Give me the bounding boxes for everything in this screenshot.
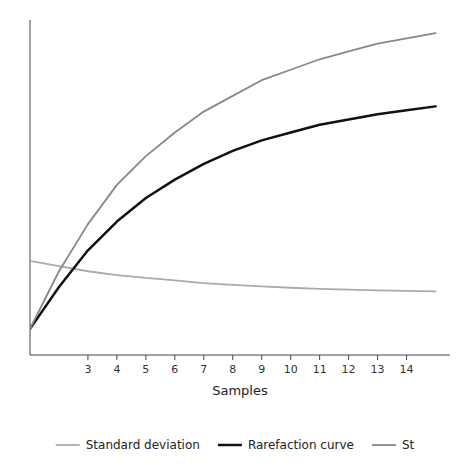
- x-tick: [406, 355, 407, 360]
- x-tick-label: 10: [284, 363, 298, 376]
- legend-label: St: [402, 438, 415, 452]
- x-tick: [319, 355, 320, 360]
- x-ticks: 3 4 5 6 7 8 9 10 11 12 13 14: [84, 355, 413, 376]
- x-tick: [203, 355, 204, 360]
- y-axis: [30, 20, 31, 355]
- x-tick-label: 5: [142, 363, 149, 376]
- series-line: [30, 33, 436, 329]
- legend: Standard deviation Rarefaction curve St: [56, 438, 415, 452]
- x-tick: [116, 355, 117, 360]
- x-tick: [232, 355, 233, 360]
- x-tick-label: 9: [258, 363, 265, 376]
- series-line: [30, 261, 436, 292]
- x-tick-label: 3: [84, 363, 91, 376]
- x-tick-label: 14: [400, 363, 414, 376]
- legend-item: Rarefaction curve: [218, 438, 354, 452]
- x-tick-label: 6: [171, 363, 178, 376]
- legend-swatch: [218, 444, 242, 447]
- x-tick: [290, 355, 291, 360]
- x-tick-label: 4: [113, 363, 120, 376]
- chart: 3 4 5 6 7 8 9 10 11 12 13 14 Samples Standard deviati…: [0, 0, 470, 470]
- x-tick: [377, 355, 378, 360]
- x-tick: [145, 355, 146, 360]
- series-line: [30, 106, 436, 328]
- x-axis-label: Samples: [212, 383, 268, 398]
- x-tick: [87, 355, 88, 360]
- x-tick-label: 13: [371, 363, 385, 376]
- legend-label: Rarefaction curve: [248, 438, 354, 452]
- x-tick-label: 11: [313, 363, 327, 376]
- legend-item: Standard deviation: [56, 438, 200, 452]
- legend-swatch: [56, 444, 80, 446]
- x-tick-label: 8: [229, 363, 236, 376]
- x-tick: [348, 355, 349, 360]
- x-tick: [174, 355, 175, 360]
- legend-label: Standard deviation: [86, 438, 200, 452]
- legend-item: St: [372, 438, 415, 452]
- x-axis: [30, 355, 450, 356]
- x-tick: [261, 355, 262, 360]
- x-tick-label: 12: [342, 363, 356, 376]
- x-tick-label: 7: [200, 363, 207, 376]
- lines: [30, 33, 436, 329]
- legend-swatch: [372, 444, 396, 446]
